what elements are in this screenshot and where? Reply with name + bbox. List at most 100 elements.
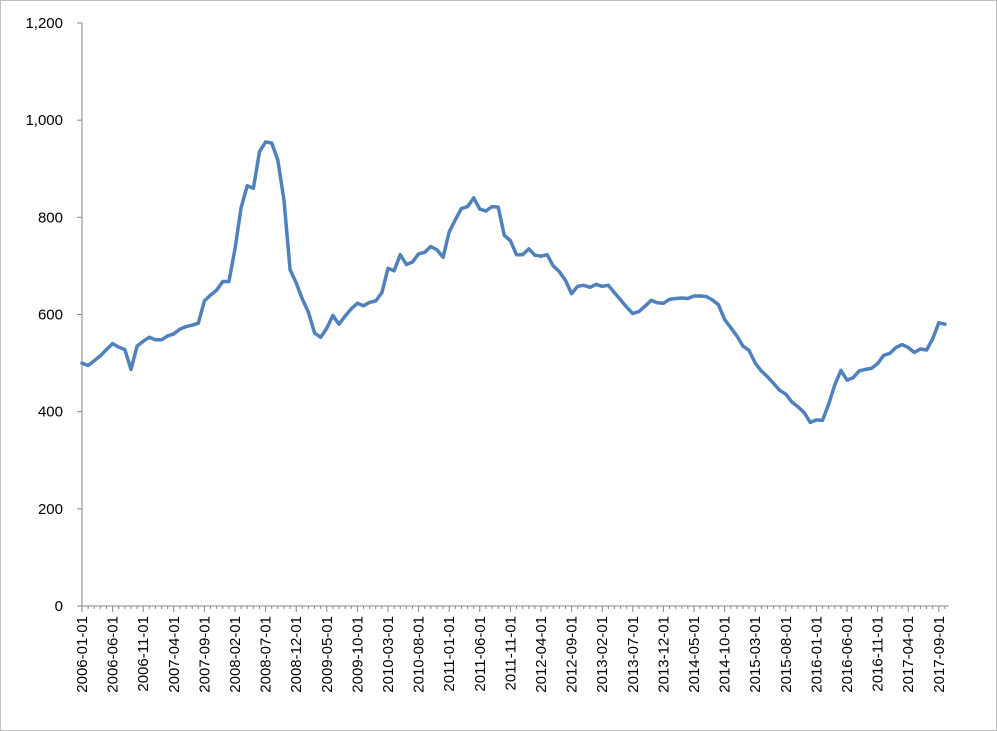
x-tick-label: 2013-07-01: [625, 616, 642, 693]
data-point: [196, 321, 200, 325]
y-tick-label: 0: [55, 598, 63, 615]
x-tick-label: 2016-11-01: [870, 616, 887, 692]
data-point: [490, 205, 494, 209]
data-point: [447, 230, 451, 234]
data-point: [845, 378, 849, 382]
x-tick-label: 2010-03-01: [380, 616, 397, 693]
data-point: [331, 313, 335, 318]
data-point: [147, 335, 151, 339]
data-point: [723, 317, 727, 321]
data-point: [539, 254, 543, 258]
data-point: [294, 281, 298, 285]
data-point: [325, 326, 329, 330]
data-point: [557, 270, 562, 274]
data-point: [625, 305, 629, 309]
data-point: [300, 297, 304, 301]
y-tick-label: 1,000: [25, 112, 63, 129]
y-tick-label: 1,200: [25, 15, 63, 32]
data-point: [233, 247, 237, 251]
data-point: [484, 209, 488, 213]
data-point: [661, 301, 666, 305]
data-point: [104, 347, 109, 352]
data-point: [221, 279, 225, 284]
x-tick-label: 2006-01-01: [74, 616, 91, 693]
y-tick-label: 200: [38, 501, 63, 518]
data-point: [202, 299, 206, 303]
data-point: [778, 388, 782, 392]
data-point: [343, 314, 347, 318]
data-point: [227, 279, 231, 284]
data-point: [264, 140, 268, 144]
data-point: [386, 266, 390, 270]
x-tick-label: 2014-10-01: [717, 616, 734, 693]
x-tick-label: 2012-09-01: [564, 616, 581, 693]
data-point: [759, 369, 763, 373]
data-point: [374, 299, 378, 303]
data-point: [576, 284, 580, 288]
data-point: [472, 196, 476, 200]
x-tick-label: 2016-01-01: [808, 616, 825, 693]
data-point: [906, 345, 910, 350]
y-tick-label: 800: [38, 209, 63, 226]
data-point: [753, 361, 757, 365]
data-point: [735, 334, 739, 338]
data-point: [863, 367, 868, 371]
x-tick-label: 2016-06-01: [839, 616, 856, 693]
x-tick-label: 2011-06-01: [472, 616, 489, 692]
x-tick-label: 2011-01-01: [441, 616, 458, 692]
x-tick-label: 2013-12-01: [655, 616, 672, 693]
data-point: [588, 285, 592, 289]
data-point: [184, 325, 188, 329]
data-point: [270, 141, 274, 145]
data-point: [178, 327, 182, 331]
data-point: [129, 367, 133, 371]
data-point: [166, 334, 170, 338]
data-point: [796, 405, 800, 409]
data-point: [692, 294, 696, 298]
data-point: [466, 205, 470, 209]
data-point: [894, 345, 898, 350]
data-point: [337, 322, 341, 326]
data-point: [833, 383, 837, 387]
data-point: [380, 291, 384, 295]
data-point: [245, 184, 249, 188]
data-point: [747, 348, 751, 353]
data-point: [459, 207, 463, 211]
data-point: [502, 233, 506, 237]
data-point: [931, 337, 935, 341]
data-point: [857, 369, 861, 373]
data-point: [410, 260, 415, 264]
data-point: [612, 291, 617, 295]
x-tick-label: 2006-06-01: [105, 616, 122, 693]
data-point: [619, 298, 623, 302]
data-point: [392, 269, 396, 273]
data-point: [876, 362, 880, 366]
data-point: [827, 402, 831, 406]
x-tick-label: 2008-02-01: [227, 616, 244, 693]
data-point: [888, 351, 892, 355]
data-point: [404, 262, 408, 267]
data-point: [631, 311, 635, 316]
data-point: [282, 198, 286, 202]
data-point: [111, 342, 115, 346]
data-point: [319, 335, 323, 339]
data-point: [478, 207, 482, 211]
data-point: [582, 283, 586, 287]
data-point: [808, 420, 812, 424]
data-point: [649, 298, 653, 302]
x-tick-label: 2013-02-01: [594, 616, 611, 693]
data-point: [435, 248, 439, 252]
data-point: [172, 332, 176, 336]
data-point: [686, 296, 690, 301]
data-point: [508, 239, 512, 243]
data-point: [729, 326, 733, 330]
series-line: [80, 140, 947, 425]
data-point: [288, 268, 292, 272]
x-tick-label: 2010-08-01: [411, 616, 428, 693]
x-tick-label: 2007-04-01: [166, 616, 183, 693]
data-point: [496, 205, 500, 209]
x-axis: 2006-01-01 2006-06-01 2006-11-01 2007-04-01…: [74, 605, 949, 693]
data-point: [545, 253, 549, 257]
data-point: [912, 350, 916, 354]
